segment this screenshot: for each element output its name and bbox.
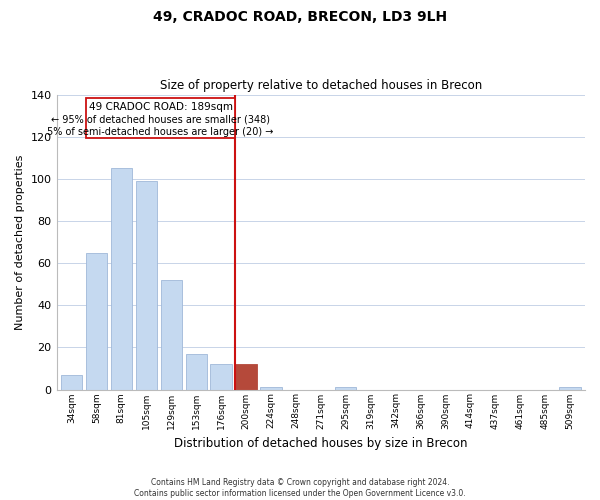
Bar [235,364,257,390]
Bar [260,388,281,390]
Text: 49 CRADOC ROAD: 189sqm: 49 CRADOC ROAD: 189sqm [89,102,233,113]
X-axis label: Distribution of detached houses by size in Brecon: Distribution of detached houses by size … [174,437,467,450]
Bar [335,388,356,390]
Text: Contains HM Land Registry data © Crown copyright and database right 2024.
Contai: Contains HM Land Registry data © Crown c… [134,478,466,498]
Title: Size of property relative to detached houses in Brecon: Size of property relative to detached ho… [160,79,482,92]
Bar [111,168,132,390]
Text: ← 95% of detached houses are smaller (348): ← 95% of detached houses are smaller (34… [51,115,270,125]
Bar [61,375,82,390]
Bar [211,364,232,390]
Bar [86,252,107,390]
Y-axis label: Number of detached properties: Number of detached properties [15,154,25,330]
Bar [185,354,207,390]
Text: 5% of semi-detached houses are larger (20) →: 5% of semi-detached houses are larger (2… [47,127,274,137]
FancyBboxPatch shape [86,98,235,138]
Bar [161,280,182,390]
Bar [136,181,157,390]
Text: 49, CRADOC ROAD, BRECON, LD3 9LH: 49, CRADOC ROAD, BRECON, LD3 9LH [153,10,447,24]
Bar [559,388,581,390]
